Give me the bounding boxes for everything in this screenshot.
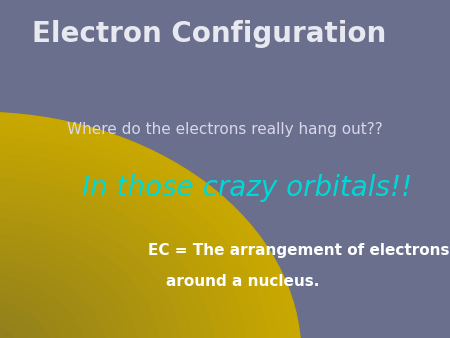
Circle shape [0, 258, 107, 338]
Circle shape [0, 290, 64, 338]
Circle shape [0, 282, 75, 338]
Circle shape [0, 185, 204, 338]
Circle shape [0, 322, 21, 338]
Circle shape [0, 266, 96, 338]
Circle shape [0, 193, 194, 338]
Circle shape [0, 241, 129, 338]
Circle shape [0, 201, 183, 338]
Circle shape [0, 209, 172, 338]
Circle shape [0, 225, 150, 338]
Circle shape [0, 152, 248, 338]
Circle shape [0, 112, 302, 338]
Circle shape [0, 274, 86, 338]
Circle shape [0, 144, 258, 338]
Circle shape [0, 298, 53, 338]
Circle shape [0, 249, 118, 338]
Circle shape [0, 331, 10, 338]
Circle shape [0, 120, 291, 338]
Circle shape [0, 168, 226, 338]
Text: EC = The arrangement of electrons: EC = The arrangement of electrons [148, 243, 450, 258]
Circle shape [0, 306, 42, 338]
Circle shape [0, 128, 280, 338]
Circle shape [0, 233, 140, 338]
Text: Where do the electrons really hang out??: Where do the electrons really hang out?? [67, 122, 383, 137]
Text: around a nucleus.: around a nucleus. [166, 274, 320, 289]
Circle shape [0, 136, 269, 338]
Circle shape [0, 217, 161, 338]
Text: Electron Configuration: Electron Configuration [32, 20, 386, 48]
Circle shape [0, 160, 237, 338]
Circle shape [0, 112, 302, 338]
Circle shape [0, 176, 215, 338]
Text: In those crazy orbitals!!: In those crazy orbitals!! [82, 174, 413, 202]
Circle shape [0, 314, 32, 338]
